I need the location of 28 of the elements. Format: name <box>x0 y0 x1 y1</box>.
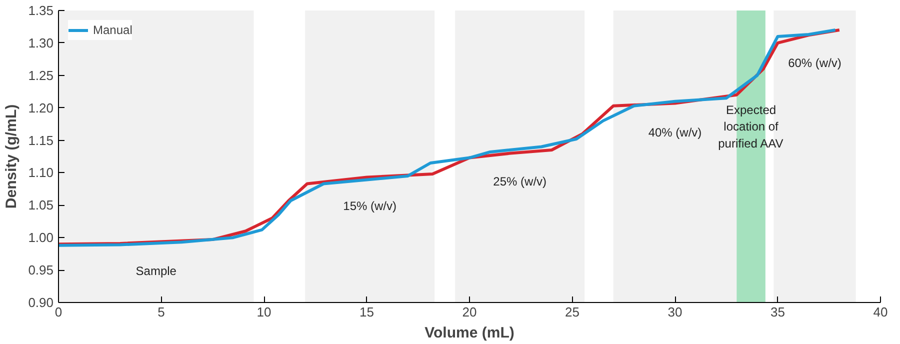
band-label: 60% (w/v) <box>788 56 842 70</box>
y-tick-label: 1.05 <box>28 198 54 213</box>
x-tick-label: 40 <box>873 304 888 320</box>
band-label: 15% (w/v) <box>343 199 397 214</box>
y-tick-label: 1.30 <box>28 35 54 50</box>
x-axis-title: Volume (mL) <box>424 324 514 342</box>
y-tick-label: 1.20 <box>28 100 54 116</box>
x-tick-label: 35 <box>770 304 785 320</box>
x-tick-label: 30 <box>668 304 682 320</box>
x-tick-label: 20 <box>462 304 477 320</box>
x-tick-label: 10 <box>256 304 272 320</box>
band-label: 40% (w/v) <box>648 125 702 140</box>
y-tick-label: 0.90 <box>28 295 54 310</box>
y-axis-title: Density (g/mL) <box>3 104 20 209</box>
legend-label: Manual <box>93 23 132 37</box>
band-label: 25% (w/v) <box>493 174 547 189</box>
y-tick-label: 1.15 <box>28 132 54 148</box>
x-tick-label: 5 <box>158 304 165 320</box>
y-tick-label: 1.25 <box>28 68 54 83</box>
y-tick-label: 1.00 <box>28 230 54 246</box>
x-tick-label: 15 <box>360 304 374 320</box>
band-label: Sample <box>136 264 177 278</box>
y-tick-label: 1.35 <box>28 3 54 18</box>
x-tick-label: 25 <box>565 304 580 320</box>
y-tick-label: 0.95 <box>28 262 54 278</box>
x-tick-label: 0 <box>54 304 62 320</box>
band-label: Expected location of purified AAV <box>718 102 784 150</box>
y-tick-label: 1.10 <box>28 165 54 180</box>
